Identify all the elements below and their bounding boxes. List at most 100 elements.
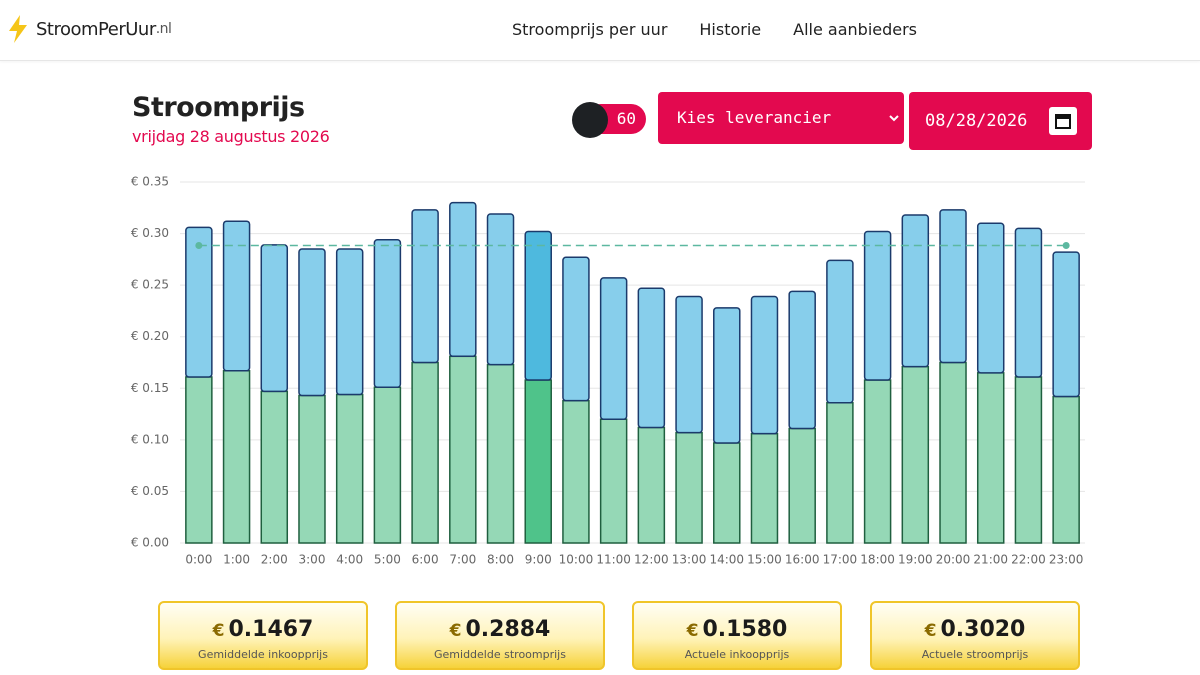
x-tick-label: 10:00 — [559, 553, 594, 567]
x-tick-label: 11:00 — [596, 553, 631, 567]
average-dot — [1062, 242, 1070, 250]
date-value: 08/28/2026 — [925, 111, 1028, 131]
bar-segment — [222, 220, 251, 372]
currency: € — [686, 621, 699, 641]
nav-link[interactable]: Historie — [699, 20, 762, 39]
date-input[interactable]: 08/28/2026 — [909, 92, 1092, 150]
bar-segment — [449, 355, 477, 544]
stat-label: Actuele stroomprijs — [921, 648, 1029, 661]
bar-segment — [713, 307, 741, 444]
supplier-select[interactable]: Kies leverancier — [658, 92, 904, 144]
bar-segment — [222, 370, 251, 544]
toggle-knob — [572, 102, 608, 138]
y-tick-label: € 0.15 — [131, 381, 169, 395]
bar-segment — [750, 432, 779, 544]
stat-value: 0.2884 — [465, 617, 551, 642]
bar-segment — [713, 442, 741, 544]
x-tick-label: 3:00 — [299, 553, 326, 567]
currency: € — [212, 621, 225, 641]
x-tick-label: 20:00 — [936, 553, 971, 567]
bar-segment — [1014, 376, 1043, 544]
bar-segment — [750, 295, 779, 435]
x-tick-label: 8:00 — [487, 553, 514, 567]
currency: € — [924, 621, 937, 641]
select-arrow — [889, 115, 899, 122]
bar-segment — [788, 290, 816, 430]
bar-segment — [976, 372, 1005, 544]
stat-value: 0.1467 — [228, 617, 314, 642]
select-label: Kies leverancier — [677, 108, 832, 127]
bar-segment — [298, 248, 326, 397]
logo[interactable]: StroomPerUur .nl — [6, 14, 172, 44]
bar-segment — [335, 393, 364, 544]
x-tick-label: 16:00 — [785, 553, 820, 567]
bar-segment — [901, 365, 930, 544]
bar-segment — [788, 427, 816, 544]
stat-card: €0.2884 Gemiddelde stroomprijs — [395, 601, 605, 670]
currency: € — [449, 621, 462, 641]
x-tick-label: 22:00 — [1011, 553, 1046, 567]
bar-segment — [260, 390, 289, 544]
page-subtitle: vrijdag 28 augustus 2026 — [132, 127, 330, 146]
bar-segment — [486, 213, 515, 366]
x-tick-label: 17:00 — [823, 553, 858, 567]
bar-segment — [826, 401, 854, 544]
stat-card: €0.3020 Actuele stroomprijs — [870, 601, 1080, 670]
stat-label: Gemiddelde stroomprijs — [434, 648, 566, 661]
bar-segment — [1052, 395, 1080, 544]
y-tick-label: € 0.30 — [131, 226, 169, 240]
logo-tld: .nl — [155, 21, 172, 37]
bar-segment — [260, 244, 289, 393]
x-tick-label: 1:00 — [223, 553, 250, 567]
average-dot — [195, 242, 203, 250]
bar-segment — [939, 361, 967, 544]
stat-card: €0.1467 Gemiddelde inkoopprijs — [158, 601, 368, 670]
x-tick-label: 0:00 — [185, 553, 212, 567]
y-tick-label: € 0.10 — [131, 432, 169, 446]
bar-segment — [449, 201, 477, 358]
bar-segment — [1052, 251, 1080, 398]
x-tick-label: 6:00 — [412, 553, 439, 567]
bar-segment — [976, 222, 1005, 374]
header: StroomPerUur .nl Stroomprijs per uur Hist… — [0, 0, 1200, 61]
nav: Stroomprijs per uur Historie Alle aanbie… — [512, 20, 917, 39]
chart: € 0.00 € 0.05 € 0.10 € 0.15 € 0.20 € 0.25 € 0.… — [131, 175, 1085, 567]
bar-segment — [901, 214, 930, 368]
x-tick-label: 23:00 — [1049, 553, 1084, 567]
stat-card: €0.1580 Actuele inkoopprijs — [632, 601, 842, 670]
y-tick-label: € 0.35 — [131, 175, 169, 189]
x-tick-label: 21:00 — [973, 553, 1008, 567]
bar-segment — [826, 259, 854, 404]
calendar-icon — [1049, 107, 1077, 135]
nav-link[interactable]: Alle aanbieders — [793, 20, 918, 39]
bar-segment — [675, 295, 703, 434]
bar-segment — [637, 426, 666, 544]
bar-segment — [1014, 227, 1043, 378]
x-tick-label: 15:00 — [747, 553, 782, 567]
page-title: Stroomprijs — [132, 92, 305, 123]
x-tick-label: 2:00 — [261, 553, 288, 567]
bar-segment — [599, 277, 628, 420]
logo-text: StroomPerUur — [36, 18, 156, 40]
bar-segment — [411, 361, 439, 544]
bar-segment — [562, 256, 590, 402]
y-tick-label: € 0.20 — [131, 329, 169, 343]
x-tick-label: 13:00 — [672, 553, 707, 567]
bar-segment — [486, 363, 515, 544]
bar-segment — [863, 379, 892, 544]
bar-segment — [939, 209, 967, 364]
stat-label: Gemiddelde inkoopprijs — [198, 648, 328, 661]
y-tick-label: € 0.05 — [131, 484, 169, 498]
bar-segment — [599, 418, 628, 544]
toggle[interactable]: 60 — [572, 102, 646, 138]
bar-segment — [562, 399, 590, 544]
x-tick-label: 4:00 — [336, 553, 363, 567]
bar-segment — [637, 287, 666, 429]
bar-segment — [185, 376, 213, 544]
y-tick-label: € 0.25 — [131, 278, 169, 292]
x-tick-label: 12:00 — [634, 553, 669, 567]
bar-segment — [373, 386, 402, 544]
nav-link[interactable]: Stroomprijs per uur — [512, 20, 668, 39]
bolt-icon — [9, 15, 27, 43]
